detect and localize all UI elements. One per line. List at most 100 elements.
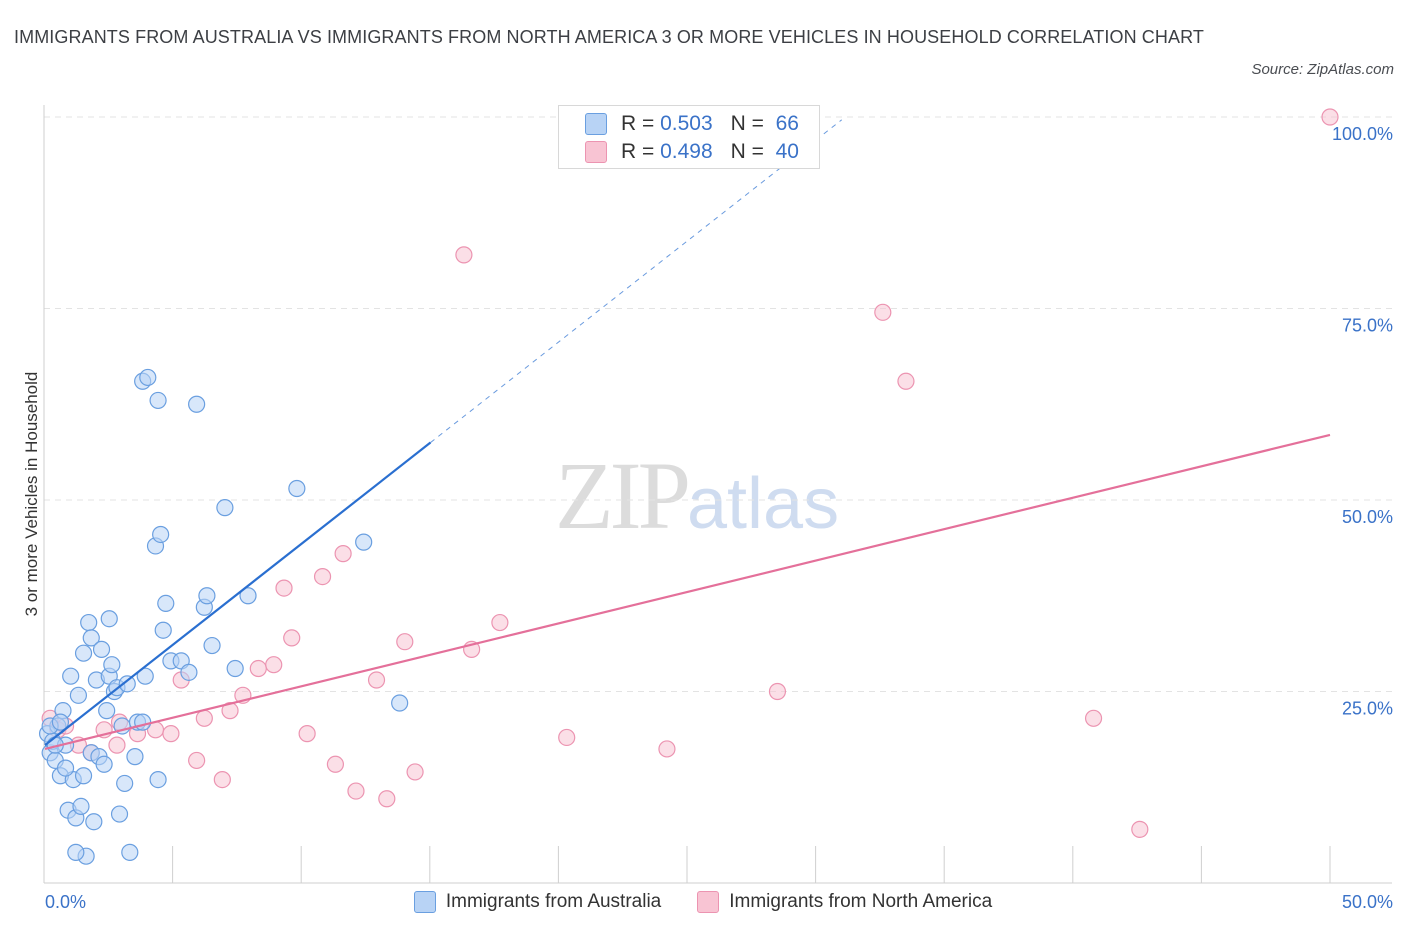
point-north-america: [491, 613, 509, 632]
point-north-america: [367, 671, 386, 689]
point-australia: [100, 610, 118, 628]
legend-item-north-america[interactable]: Immigrants from North America: [697, 891, 992, 913]
point-north-america: [334, 545, 352, 563]
point-north-america: [897, 372, 915, 390]
point-australia: [226, 659, 244, 678]
point-north-america: [265, 656, 283, 674]
point-north-america: [455, 246, 473, 264]
x-tick-label: 50.0%: [1342, 892, 1393, 912]
point-australia: [80, 613, 98, 632]
point-north-america: [558, 728, 576, 747]
point-north-america: [347, 782, 365, 800]
watermark-zip: ZIP: [555, 442, 691, 549]
point-australia: [74, 767, 93, 785]
r-label: R =: [621, 140, 655, 163]
source-label: Source: ZipAtlas.com: [1251, 61, 1394, 78]
legend-swatch-australia: [413, 891, 436, 913]
legend-item-australia[interactable]: Immigrants from Australia: [413, 891, 662, 913]
point-australia: [391, 694, 409, 712]
point-north-america: [768, 682, 787, 701]
series-legend: Immigrants from Australia Immigrants fro…: [0, 888, 1406, 916]
point-australia: [239, 587, 257, 605]
y-tick-label: 50.0%: [1342, 507, 1393, 527]
point-australia: [74, 644, 93, 662]
trendline-australia-extension: [430, 119, 843, 443]
trendline-australia: [44, 441, 432, 746]
chart-title: IMMIGRANTS FROM AUSTRALIA VS IMMIGRANTS …: [14, 27, 1204, 47]
n-value: 40: [775, 140, 799, 163]
legend-label-north-america: Immigrants from North America: [729, 891, 993, 912]
point-north-america: [313, 567, 332, 586]
trendline-north-america: [44, 433, 1331, 751]
swatch-north-america: [585, 141, 607, 163]
n-label: N =: [730, 112, 764, 135]
swatch-australia: [585, 113, 607, 135]
r-value: 0.498: [660, 140, 713, 163]
point-north-america: [874, 303, 892, 321]
r-label: R =: [621, 112, 655, 135]
watermark-atlas: atlas: [687, 464, 840, 544]
point-australia: [149, 391, 167, 410]
y-tick-label: 100.0%: [1332, 124, 1393, 144]
point-australia: [118, 675, 136, 693]
point-north-america: [1321, 108, 1339, 126]
point-australia: [157, 594, 175, 613]
n-value: 66: [775, 112, 799, 135]
point-north-america: [658, 740, 676, 758]
point-australia: [72, 797, 90, 816]
point-north-america: [298, 725, 316, 743]
legend-label-australia: Immigrants from Australia: [445, 891, 662, 912]
point-australia: [95, 755, 113, 773]
point-north-america: [326, 755, 345, 773]
point-australia: [136, 667, 154, 685]
watermark: ZIPatlas: [555, 440, 839, 551]
point-australia: [92, 640, 111, 658]
point-north-america: [195, 709, 213, 727]
legend-swatch-north-america: [697, 891, 720, 913]
n-label: N =: [730, 140, 764, 163]
point-australia: [103, 656, 121, 674]
point-north-america: [108, 736, 126, 754]
point-australia: [154, 621, 172, 639]
point-australia: [152, 525, 170, 544]
point-north-america: [188, 751, 206, 770]
point-australia: [62, 667, 80, 685]
r-value: 0.503: [660, 112, 713, 135]
point-australia: [116, 774, 134, 793]
x-tick-label: 0.0%: [45, 892, 86, 912]
point-australia: [98, 702, 116, 720]
y-axis-label: 3 or more Vehicles in Household: [22, 372, 41, 617]
point-australia: [216, 499, 234, 517]
point-australia: [288, 479, 306, 498]
y-tick-label: 25.0%: [1342, 699, 1393, 719]
point-north-america: [378, 790, 396, 808]
point-australia: [67, 843, 85, 861]
point-north-america: [1084, 709, 1103, 727]
point-north-america: [406, 763, 424, 781]
point-north-america: [1131, 820, 1149, 838]
point-north-america: [213, 770, 231, 789]
point-australia: [82, 629, 100, 647]
point-australia: [51, 713, 70, 731]
point-australia: [121, 843, 139, 861]
stats-legend: R = 0.503 N = 66 R = 0.498 N = 40: [558, 105, 820, 169]
point-australia: [85, 813, 103, 831]
point-north-america: [283, 629, 301, 647]
point-australia: [188, 395, 206, 413]
point-australia: [139, 368, 157, 387]
point-australia: [198, 587, 216, 605]
point-australia: [134, 713, 152, 731]
point-north-america: [162, 725, 180, 743]
point-north-america: [275, 579, 293, 597]
point-australia: [203, 636, 221, 655]
stats-row-australia: R = 0.503 N = 66: [585, 111, 799, 137]
point-australia: [110, 805, 129, 823]
stats-row-north-america: R = 0.498 N = 40: [585, 139, 799, 165]
point-australia: [149, 770, 167, 789]
point-north-america: [249, 659, 267, 678]
point-australia: [355, 533, 373, 551]
y-tick-label: 75.0%: [1342, 316, 1393, 336]
point-australia: [56, 759, 75, 777]
point-australia: [126, 748, 144, 766]
